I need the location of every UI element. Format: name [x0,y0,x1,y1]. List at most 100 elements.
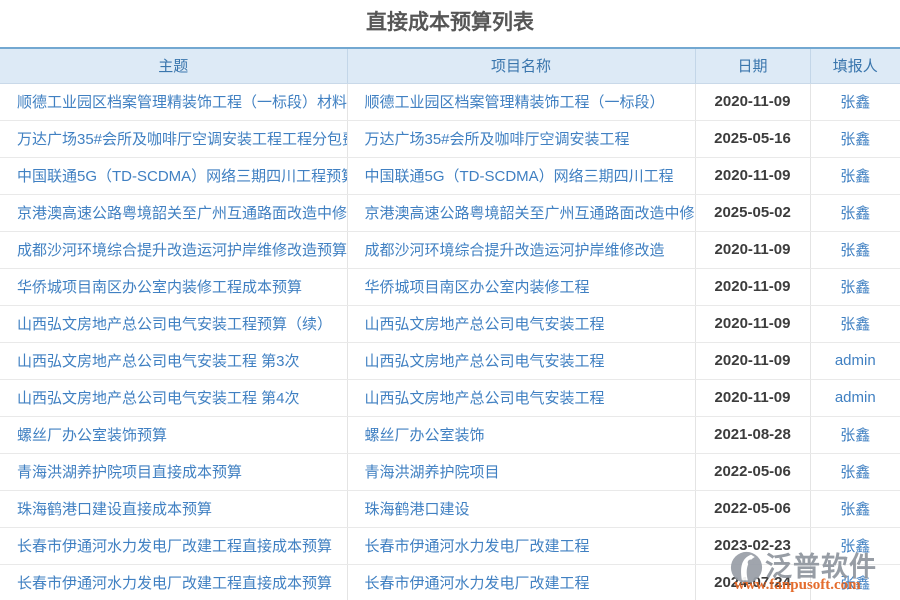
date-cell: 2020-11-09 [694,83,810,121]
date-value: 2020-11-09 [714,278,791,295]
project-link[interactable]: 长春市伊通河水力发电厂改建工程 [364,575,590,592]
project-link[interactable]: 顺德工业园区档案管理精装饰工程（一标段） [364,94,665,111]
reporter-cell: 张鑫 [809,268,900,306]
project-link[interactable]: 中国联通5G（TD-SCDMA）网络三期四川工程 [364,168,674,185]
reporter-cell: admin [809,342,900,380]
reporter-cell: 张鑫 [809,194,900,232]
subject-link[interactable]: 万达广场35#会所及咖啡厅空调安装工程工程分包费用... [17,131,347,148]
table-row: 中国联通5G（TD-SCDMA）网络三期四川工程预算情况 中国联通5G（TD-S… [0,157,900,195]
reporter-value: 张鑫 [840,575,871,592]
reporter-value: 张鑫 [840,205,871,222]
table-row: 珠海鹤港口建设直接成本预算 珠海鹤港口建设 2022-05-06 张鑫 [0,490,900,528]
project-link[interactable]: 长春市伊通河水力发电厂改建工程 [364,538,590,555]
table-row: 长春市伊通河水力发电厂改建工程直接成本预算 长春市伊通河水力发电厂改建工程 20… [0,564,900,600]
date-cell: 2025-05-16 [694,120,810,158]
date-cell: 2022-05-06 [694,453,810,491]
reporter-cell: 张鑫 [809,157,900,195]
subject-link[interactable]: 长春市伊通河水力发电厂改建工程直接成本预算 [17,538,333,555]
table-body: 顺德工业园区档案管理精装饰工程（一标段）材料预算... 顺德工业园区档案管理精装… [0,83,900,600]
project-link[interactable]: 山西弘文房地产总公司电气安装工程 [364,353,605,370]
subject-link[interactable]: 中国联通5G（TD-SCDMA）网络三期四川工程预算情况 [17,168,347,185]
date-value: 2023-02-23 [714,537,791,554]
date-value: 2025-05-16 [714,130,791,147]
subject-link[interactable]: 青海洪湖养护院项目直接成本预算 [17,464,243,481]
project-link[interactable]: 万达广场35#会所及咖啡厅空调安装工程 [364,131,630,148]
date-value: 2020-11-09 [714,389,791,406]
date-cell: 2020-11-09 [694,268,810,306]
project-link[interactable]: 华侨城项目南区办公室内装修工程 [364,279,590,296]
reporter-value: admin [834,389,876,406]
date-cell: 2020-11-09 [694,342,810,380]
reporter-value: admin [834,352,876,369]
table-row: 长春市伊通河水力发电厂改建工程直接成本预算 长春市伊通河水力发电厂改建工程 20… [0,527,900,565]
subject-link[interactable]: 山西弘文房地产总公司电气安装工程 第3次 [17,353,300,370]
table-row: 山西弘文房地产总公司电气安装工程 第3次 山西弘文房地产总公司电气安装工程 20… [0,342,900,380]
table-header-row: 主题 项目名称 日期 填报人 [0,47,900,84]
date-cell: 2023-02-23 [694,527,810,565]
date-cell: 2022-05-06 [694,490,810,528]
reporter-cell: 张鑫 [809,564,900,600]
column-header-project: 项目名称 [346,47,695,84]
date-value: 2020-11-09 [714,93,791,110]
date-value: 2022-05-06 [714,500,791,517]
reporter-cell: 张鑫 [809,120,900,158]
date-value: 2022-05-06 [714,463,791,480]
table-row: 山西弘文房地产总公司电气安装工程 第4次 山西弘文房地产总公司电气安装工程 20… [0,379,900,417]
reporter-cell: admin [809,379,900,417]
date-cell: 2020-11-09 [694,379,810,417]
table-row: 京港澳高速公路粤境韶关至广州互通路面改造中修工程... 京港澳高速公路粤境韶关至… [0,194,900,232]
project-link[interactable]: 成都沙河环境综合提升改造运河护岸维修改造 [364,242,665,259]
reporter-cell: 张鑫 [809,416,900,454]
table-row: 华侨城项目南区办公室内装修工程成本预算 华侨城项目南区办公室内装修工程 2020… [0,268,900,306]
table-row: 螺丝厂办公室装饰预算 螺丝厂办公室装饰 2021-08-28 张鑫 [0,416,900,454]
table-row: 山西弘文房地产总公司电气安装工程预算（续） 山西弘文房地产总公司电气安装工程 2… [0,305,900,343]
table-row: 青海洪湖养护院项目直接成本预算 青海洪湖养护院项目 2022-05-06 张鑫 [0,453,900,491]
date-value: 2025-05-02 [714,204,791,221]
reporter-value: 张鑫 [840,131,871,148]
date-value: 2020-11-09 [714,241,791,258]
reporter-value: 张鑫 [840,464,871,481]
date-value: 2020-11-09 [714,315,791,332]
date-value: 2024-07-24 [714,574,791,591]
project-link[interactable]: 珠海鹤港口建设 [364,501,470,518]
table-row: 万达广场35#会所及咖啡厅空调安装工程工程分包费用... 万达广场35#会所及咖… [0,120,900,158]
reporter-value: 张鑫 [840,279,871,296]
subject-link[interactable]: 京港澳高速公路粤境韶关至广州互通路面改造中修工程... [17,205,347,222]
subject-link[interactable]: 华侨城项目南区办公室内装修工程成本预算 [17,279,303,296]
reporter-cell: 张鑫 [809,490,900,528]
date-cell: 2021-08-28 [694,416,810,454]
reporter-value: 张鑫 [840,316,871,333]
project-link[interactable]: 山西弘文房地产总公司电气安装工程 [364,316,605,333]
project-link[interactable]: 京港澳高速公路粤境韶关至广州互通路面改造中修工程 [364,205,696,222]
reporter-value: 张鑫 [840,501,871,518]
subject-link[interactable]: 山西弘文房地产总公司电气安装工程预算（续） [17,316,333,333]
subject-link[interactable]: 长春市伊通河水力发电厂改建工程直接成本预算 [17,575,333,592]
date-cell: 2020-11-09 [694,305,810,343]
subject-link[interactable]: 珠海鹤港口建设直接成本预算 [17,501,213,518]
column-header-reporter: 填报人 [809,47,900,84]
date-value: 2021-08-28 [714,426,791,443]
project-link[interactable]: 螺丝厂办公室装饰 [364,427,485,444]
date-value: 2020-11-09 [714,352,791,369]
table-row: 成都沙河环境综合提升改造运河护岸维修改造预算 成都沙河环境综合提升改造运河护岸维… [0,231,900,269]
subject-link[interactable]: 成都沙河环境综合提升改造运河护岸维修改造预算 [17,242,347,259]
project-link[interactable]: 青海洪湖养护院项目 [364,464,500,481]
page-title: 直接成本预算列表 [366,11,534,34]
subject-link[interactable]: 顺德工业园区档案管理精装饰工程（一标段）材料预算... [17,94,347,111]
column-header-subject: 主题 [0,47,347,84]
reporter-value: 张鑫 [840,538,871,555]
reporter-value: 张鑫 [840,94,871,111]
table-row: 顺德工业园区档案管理精装饰工程（一标段）材料预算... 顺德工业园区档案管理精装… [0,83,900,121]
project-link[interactable]: 山西弘文房地产总公司电气安装工程 [364,390,605,407]
date-cell: 2024-07-24 [694,564,810,600]
subject-link[interactable]: 山西弘文房地产总公司电气安装工程 第4次 [17,390,300,407]
subject-link[interactable]: 螺丝厂办公室装饰预算 [17,427,168,444]
reporter-cell: 张鑫 [809,231,900,269]
reporter-value: 张鑫 [840,242,871,259]
reporter-cell: 张鑫 [809,527,900,565]
date-cell: 2025-05-02 [694,194,810,232]
date-value: 2020-11-09 [714,167,791,184]
budget-table: 主题 项目名称 日期 填报人 顺德工业园区档案管理精装饰工程（一标段）材料预算.… [0,47,900,600]
reporter-cell: 张鑫 [809,453,900,491]
